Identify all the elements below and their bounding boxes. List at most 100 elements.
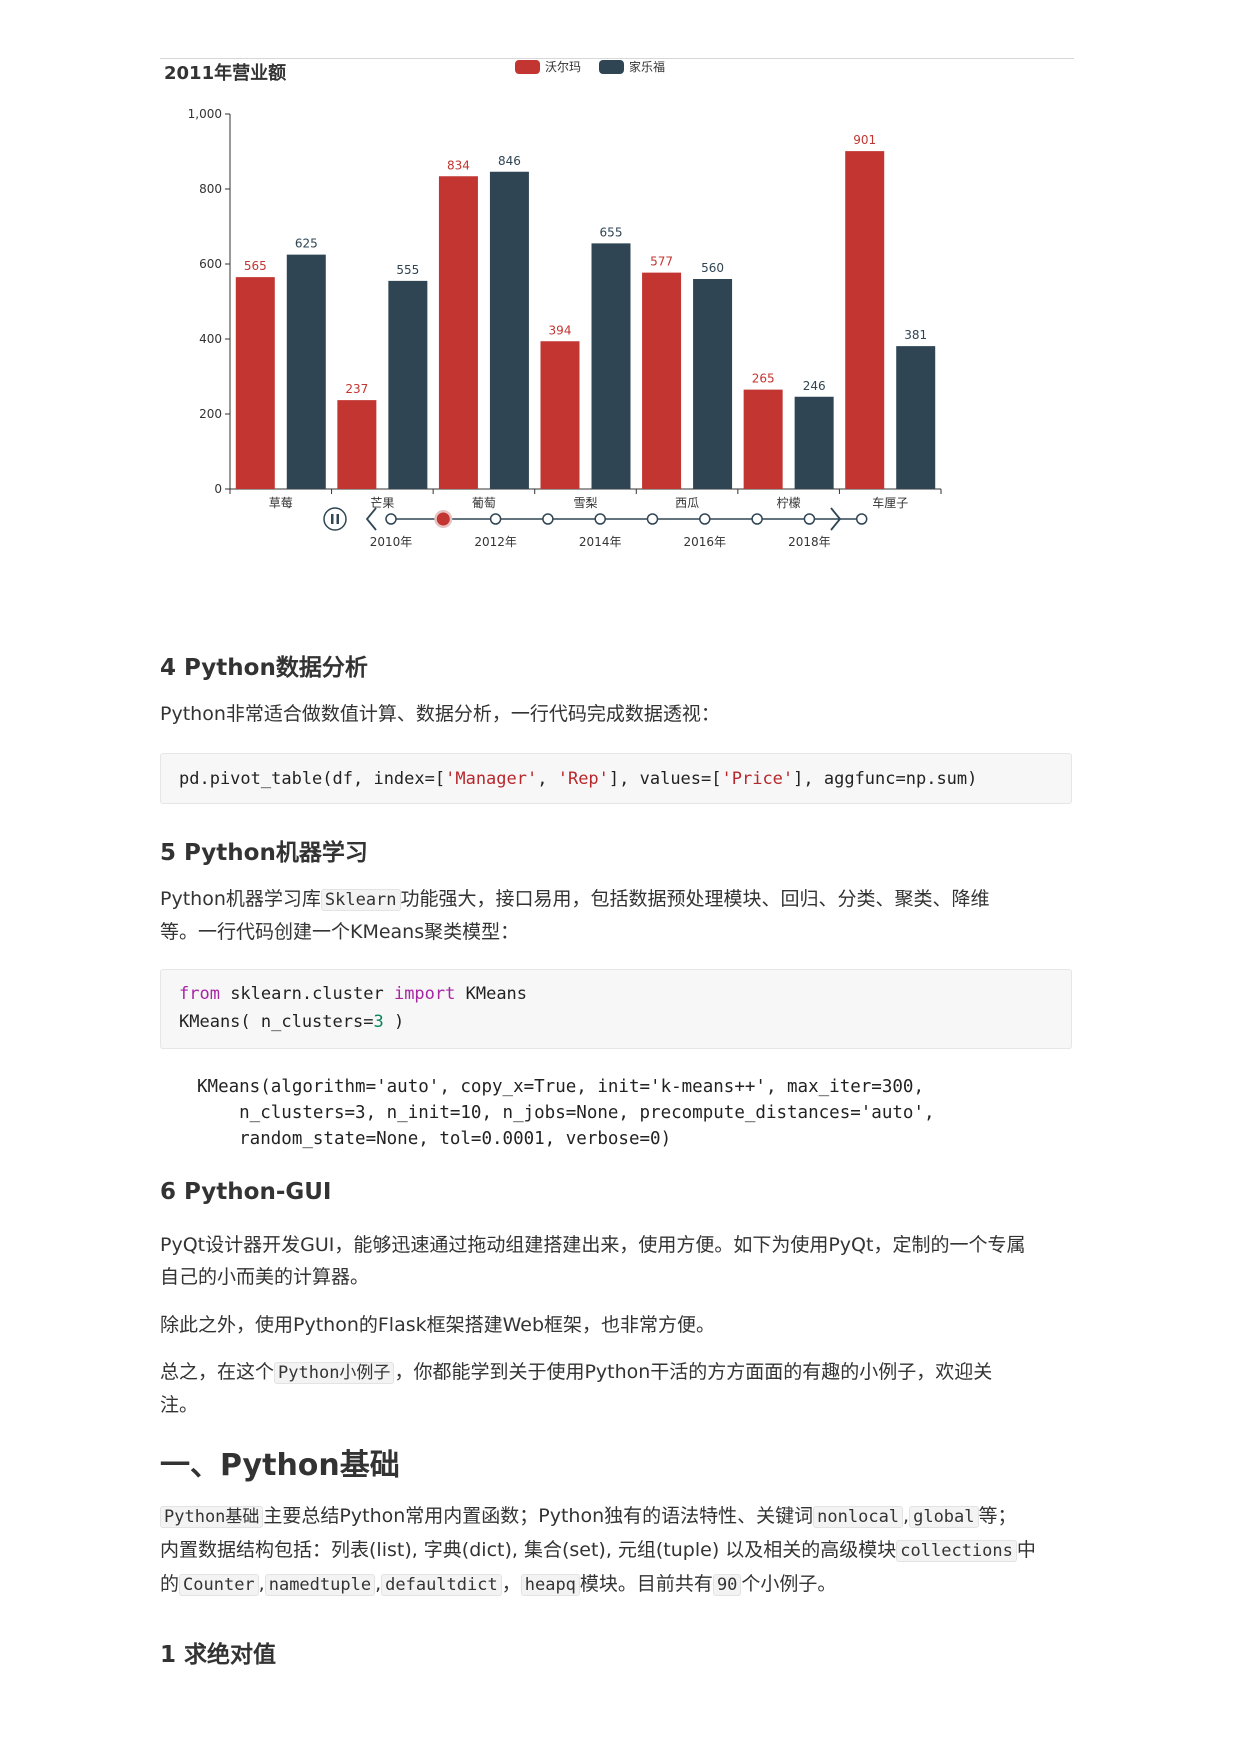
x-tick-label: 雪梨 xyxy=(573,496,597,510)
data-label: 246 xyxy=(803,379,826,393)
text-run: 等； xyxy=(978,1505,1017,1527)
inline-code: collections xyxy=(896,1540,1017,1562)
inline-code: 90 xyxy=(712,1574,742,1596)
x-tick-label: 芒果 xyxy=(370,495,394,510)
data-label: 577 xyxy=(650,255,673,269)
code-keyword: from xyxy=(179,984,220,1004)
chart-bars: 565 625 237 555 834 846 394 655 577 560 265 246 901 3… xyxy=(235,133,936,489)
section-title-ml: 5 Python机器学习 xyxy=(160,840,368,866)
timeline-point[interactable] xyxy=(646,513,659,525)
code-token: , xyxy=(537,769,558,789)
bar-walmart xyxy=(235,277,275,489)
bar-walmart xyxy=(540,341,580,489)
section-text-ml: Python机器学习库 Sklearn 功能强大，接口易用，包括数据预处理模块、回归… xyxy=(160,883,1080,948)
timeline-point[interactable] xyxy=(855,513,868,525)
text-run: , xyxy=(903,1505,910,1527)
inline-code: namedtuple xyxy=(264,1574,376,1596)
timeline-point-selected[interactable] xyxy=(436,512,450,526)
pause-bar xyxy=(331,514,334,524)
timeline-point[interactable] xyxy=(751,513,763,525)
bar-walmart xyxy=(743,389,783,489)
legend-label-1[interactable]: 沃尔玛 xyxy=(545,60,581,74)
text-run: 个小例子。 xyxy=(741,1573,837,1595)
code-token: KMeans( n_clusters= xyxy=(179,1012,374,1032)
data-label: 394 xyxy=(549,323,572,337)
inline-code: Python基础 xyxy=(160,1506,264,1528)
section-title-gui: 6 Python-GUI xyxy=(160,1179,332,1205)
x-tick-label: 柠檬 xyxy=(777,495,801,510)
timeline-label: 2016年 xyxy=(684,535,727,549)
timeline-label: 2010年 xyxy=(370,535,413,549)
chevron-left-icon[interactable] xyxy=(365,507,377,531)
bar-chart: 2011年营业额 沃尔玛 家乐福 0 200 400 600 800 1,000 草莓 芒果 葡萄… xyxy=(164,60,942,549)
code-block-pivot: pd.pivot_table(df, index=['Manager', 'Re… xyxy=(160,753,1072,804)
inline-code: nonlocal xyxy=(813,1506,904,1528)
text-run: 功能强大，接口易用，包括数据预处理模块、回归、分类、聚类、降维 xyxy=(400,888,990,910)
y-tick-label: 800 xyxy=(199,182,222,196)
data-label: 901 xyxy=(853,133,876,147)
bar-walmart xyxy=(845,151,885,489)
legend-swatch-1[interactable] xyxy=(515,60,540,74)
output-line: n_clusters=3, n_init=10, n_jobs=None, pr… xyxy=(197,1103,935,1123)
code-token: pd.pivot_table(df, index=[ xyxy=(179,769,446,789)
code-string: 'Manager' xyxy=(445,769,538,789)
timeline-point[interactable] xyxy=(385,513,397,525)
data-label: 265 xyxy=(752,372,775,386)
chart-title: 2011年营业额 xyxy=(164,62,286,84)
y-tick-label: 1,000 xyxy=(188,107,222,121)
text-run: 主要总结Python常用内置函数；Python独有的语法特性、关键词 xyxy=(263,1505,814,1527)
inline-code: global xyxy=(909,1506,979,1528)
timeline-label: 2012年 xyxy=(474,535,517,549)
data-label: 625 xyxy=(295,237,318,251)
data-label: 834 xyxy=(447,158,470,172)
code-block-kmeans: from sklearn.cluster import KMeans KMean… xyxy=(160,969,1072,1049)
data-label: 555 xyxy=(396,263,419,277)
legend-label-2[interactable]: 家乐福 xyxy=(629,60,665,74)
timeline-label: 2018年 xyxy=(788,535,831,549)
x-tick-label: 葡萄 xyxy=(472,496,496,510)
inline-code: Python小例子 xyxy=(274,1362,395,1384)
text-run: 等。一行代码创建一个KMeans聚类模型： xyxy=(160,921,520,943)
data-label: 565 xyxy=(244,259,267,273)
timeline-point[interactable] xyxy=(542,513,554,525)
bar-carrefour xyxy=(286,254,326,489)
timeline-label: 2014年 xyxy=(579,535,622,549)
data-label: 560 xyxy=(701,261,724,275)
chart-legend[interactable]: 沃尔玛 家乐福 xyxy=(515,60,665,74)
timeline-point[interactable] xyxy=(699,513,711,525)
pause-icon[interactable] xyxy=(323,507,347,531)
timeline-point[interactable] xyxy=(594,513,606,525)
code-string: 'Price' xyxy=(721,769,794,789)
output-line: random_state=None, tol=0.0001, verbose=0… xyxy=(197,1129,672,1149)
data-label: 237 xyxy=(345,382,368,396)
data-label: 381 xyxy=(904,328,927,342)
text-run: 内置数据结构包括：列表(list), 字典(dict), 集合(set), 元组… xyxy=(160,1539,897,1561)
timeline-point[interactable] xyxy=(803,513,816,525)
chart-timeline[interactable]: 2010年 2012年 2014年 2016年 2018年 xyxy=(323,507,868,549)
y-tick-label: 200 xyxy=(199,407,222,421)
section-title-data-analysis: 4 Python数据分析 xyxy=(160,655,368,681)
text-run: 模块。目前共有 xyxy=(579,1573,713,1595)
part-text-python-basics: Python基础 主要总结Python常用内置函数；Python独有的语法特性、关… xyxy=(160,1500,1080,1602)
legend-swatch-2[interactable] xyxy=(599,60,624,74)
text-run: 中 xyxy=(1016,1539,1036,1561)
text-run: , xyxy=(375,1573,382,1595)
section-text-summary: 总之，在这个 Python小例子 ，你都能学到关于使用Python干活的方方面面的有… xyxy=(160,1356,1080,1421)
y-tick-label: 400 xyxy=(199,332,222,346)
x-tick-label: 西瓜 xyxy=(675,496,699,510)
bar-carrefour xyxy=(388,280,428,489)
bar-walmart xyxy=(337,400,377,489)
code-token: sklearn.cluster xyxy=(219,984,394,1004)
code-token: KMeans xyxy=(455,984,528,1004)
bar-carrefour xyxy=(591,243,631,489)
timeline-point[interactable] xyxy=(489,513,502,525)
inline-code: Counter xyxy=(179,1574,259,1596)
code-output: KMeans(algorithm='auto', copy_x=True, in… xyxy=(197,1074,935,1152)
y-tick-label: 0 xyxy=(214,482,222,496)
text-run: PyQt设计器开发GUI，能够迅速通过拖动组建搭建出来，使用方便。如下为使用Py… xyxy=(160,1234,1026,1256)
data-label: 655 xyxy=(600,225,623,239)
text-run: 的 xyxy=(160,1573,180,1595)
code-token: ) xyxy=(383,1012,405,1032)
bar-walmart xyxy=(438,176,478,489)
